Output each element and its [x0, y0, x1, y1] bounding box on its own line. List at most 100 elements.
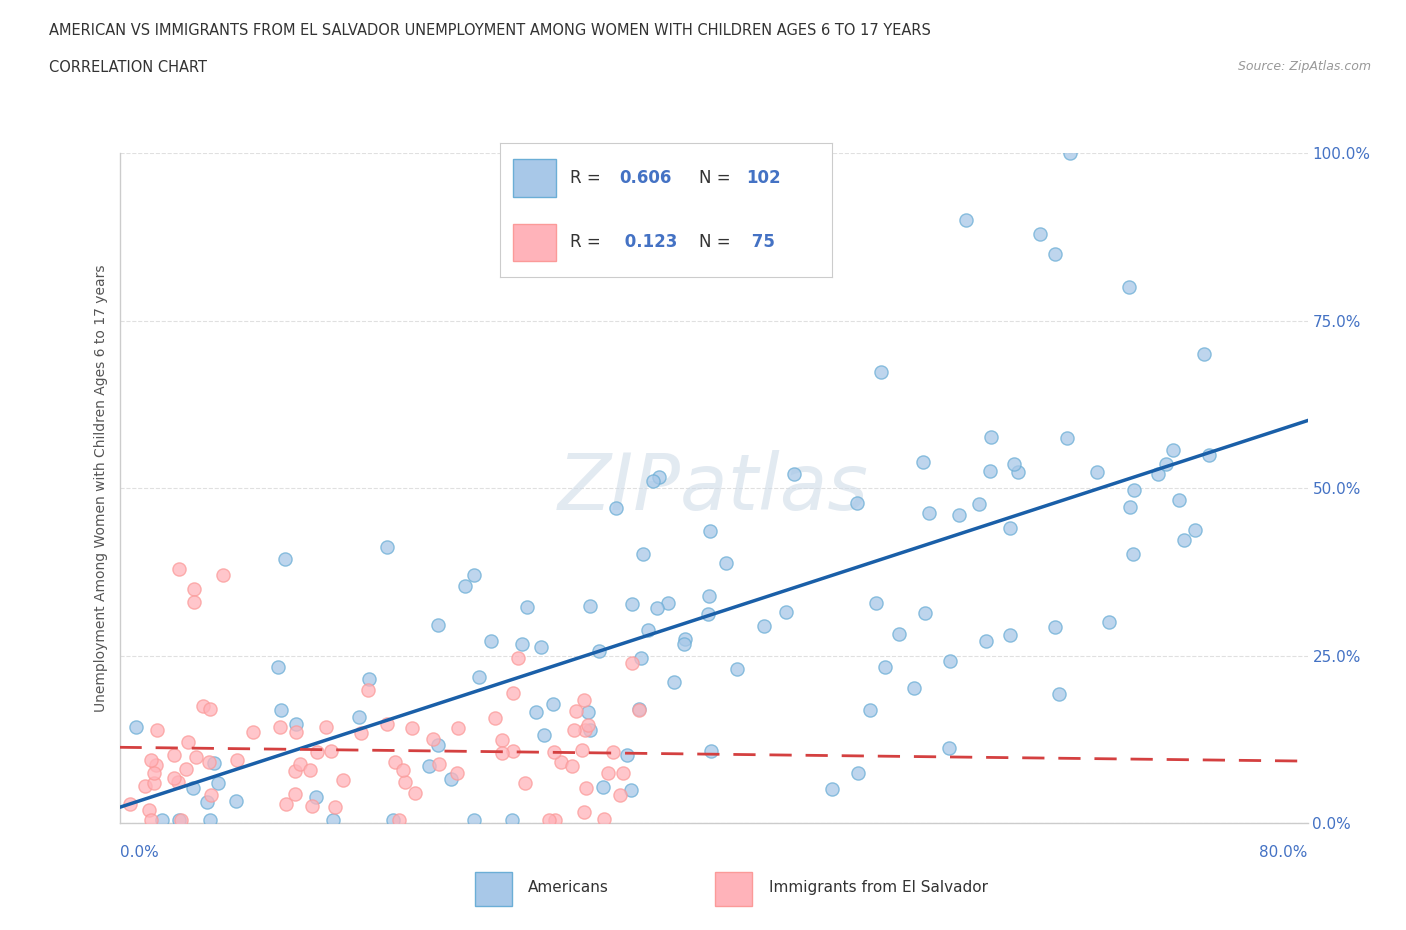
Point	[974, 633, 997, 648]
Point	[446, 765, 468, 780]
Point	[394, 774, 416, 789]
Point	[377, 540, 399, 555]
Point	[288, 756, 311, 771]
Point	[643, 474, 665, 489]
Point	[305, 790, 328, 804]
Point	[357, 671, 380, 686]
Point	[533, 728, 555, 743]
Point	[620, 656, 643, 671]
Text: CORRELATION CHART: CORRELATION CHART	[49, 60, 207, 75]
Point	[1198, 447, 1220, 462]
Point	[207, 776, 229, 790]
Point	[530, 639, 553, 654]
Point	[269, 720, 291, 735]
Point	[637, 622, 659, 637]
Point	[301, 799, 323, 814]
Point	[1184, 522, 1206, 537]
Y-axis label: Unemployment Among Women with Children Ages 6 to 17 years: Unemployment Among Women with Children A…	[94, 264, 108, 712]
Point	[630, 650, 652, 665]
Text: Source: ZipAtlas.com: Source: ZipAtlas.com	[1237, 60, 1371, 73]
Point	[579, 598, 602, 613]
Point	[1056, 431, 1078, 445]
Point	[576, 705, 599, 720]
Point	[284, 764, 307, 779]
Point	[550, 755, 572, 770]
Point	[426, 618, 449, 632]
Point	[491, 733, 513, 748]
Point	[903, 681, 925, 696]
Point	[1047, 686, 1070, 701]
Point	[873, 659, 896, 674]
Point	[332, 773, 354, 788]
Point	[139, 812, 162, 827]
Point	[225, 793, 247, 808]
Point	[1029, 226, 1052, 241]
Point	[392, 763, 415, 777]
Point	[565, 704, 588, 719]
Point	[752, 618, 775, 633]
Point	[672, 636, 695, 651]
Point	[699, 524, 721, 538]
Point	[657, 595, 679, 610]
Point	[170, 812, 193, 827]
Point	[267, 659, 290, 674]
Point	[865, 595, 887, 610]
Point	[1085, 464, 1108, 479]
Point	[453, 578, 475, 593]
Point	[725, 661, 748, 676]
Point	[150, 812, 173, 827]
Point	[401, 721, 423, 736]
Point	[502, 685, 524, 700]
Point	[167, 561, 190, 576]
Point	[1043, 246, 1066, 261]
Point	[845, 496, 868, 511]
Point	[648, 470, 671, 485]
Point	[274, 551, 297, 566]
Point	[491, 746, 513, 761]
Point	[125, 720, 148, 735]
Point	[183, 581, 205, 596]
Point	[142, 776, 165, 790]
Point	[198, 754, 221, 769]
Point	[198, 701, 221, 716]
Point	[193, 698, 215, 713]
Text: AMERICAN VS IMMIGRANTS FROM EL SALVADOR UNEMPLOYMENT AMONG WOMEN WITH CHILDREN A: AMERICAN VS IMMIGRANTS FROM EL SALVADOR …	[49, 23, 931, 38]
Point	[572, 804, 595, 819]
Text: 0.0%: 0.0%	[120, 845, 159, 860]
Point	[350, 725, 373, 740]
Point	[998, 521, 1021, 536]
Text: ZIPatlas: ZIPatlas	[558, 450, 869, 526]
Point	[200, 788, 222, 803]
Point	[1007, 464, 1029, 479]
Point	[305, 744, 328, 759]
Point	[118, 796, 141, 811]
Point	[200, 812, 222, 827]
Point	[562, 723, 585, 737]
Point	[616, 748, 638, 763]
Point	[516, 600, 538, 615]
Point	[699, 743, 721, 758]
Point	[980, 430, 1002, 445]
Point	[166, 775, 188, 790]
Point	[1119, 499, 1142, 514]
Point	[479, 633, 502, 648]
Point	[572, 692, 595, 707]
FancyBboxPatch shape	[716, 872, 752, 906]
Point	[284, 724, 307, 739]
Point	[714, 555, 737, 570]
Point	[1192, 347, 1215, 362]
Point	[592, 779, 614, 794]
Point	[955, 213, 977, 228]
Point	[141, 752, 163, 767]
Point	[541, 697, 564, 711]
Point	[242, 724, 264, 739]
Point	[422, 732, 444, 747]
Point	[284, 787, 307, 802]
Point	[202, 755, 225, 770]
Point	[356, 683, 378, 698]
Point	[914, 605, 936, 620]
Point	[526, 705, 548, 720]
Point	[212, 568, 235, 583]
Point	[427, 737, 450, 752]
Point	[1059, 146, 1081, 161]
